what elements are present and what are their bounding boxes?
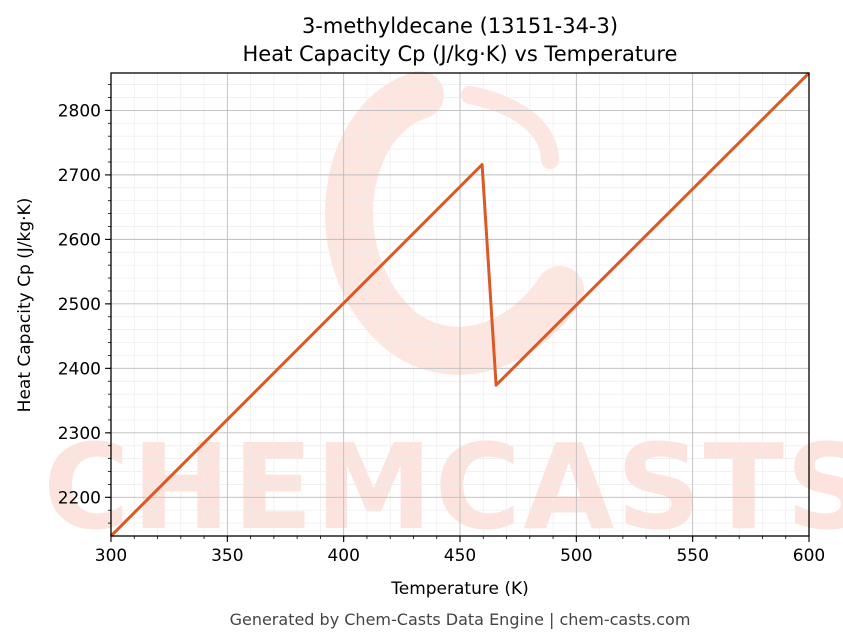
y-tick-label: 2500 <box>58 295 101 315</box>
x-tick-label: 300 <box>95 546 127 566</box>
x-tick-label: 500 <box>560 546 592 566</box>
y-tick-label: 2600 <box>58 230 101 250</box>
x-tick-label: 600 <box>793 546 825 566</box>
x-tick-label: 400 <box>327 546 359 566</box>
x-axis-label: Temperature (K) <box>390 579 529 599</box>
chart-subtitle: Heat Capacity Cp (J/kg·K) vs Temperature <box>243 42 678 66</box>
y-tick-label: 2300 <box>58 424 101 444</box>
watermark: CHEMCASTS <box>43 71 843 556</box>
watermark-swirl-logo <box>325 71 584 375</box>
x-axis-ticks: 300 350 400 450 500 550 600 <box>95 536 825 566</box>
y-tick-label: 2800 <box>58 101 101 121</box>
y-axis-label: Heat Capacity Cp (J/kg·K) <box>15 198 35 413</box>
y-tick-label: 2700 <box>58 166 101 186</box>
series-line-0 <box>111 73 809 536</box>
x-tick-label: 550 <box>676 546 708 566</box>
watermark-text: CHEMCASTS <box>43 418 843 556</box>
y-axis-ticks: 2200 2300 2400 2500 2600 2700 2800 <box>58 84 111 524</box>
x-tick-label: 450 <box>444 546 476 566</box>
series-group <box>111 73 809 536</box>
chart-title: 3-methyldecane (13151-34-3) <box>302 14 618 38</box>
x-tick-label: 350 <box>211 546 243 566</box>
y-tick-label: 2400 <box>58 359 101 379</box>
y-tick-label: 2200 <box>58 488 101 508</box>
footer-credit: Generated by Chem-Casts Data Engine | ch… <box>230 610 691 629</box>
